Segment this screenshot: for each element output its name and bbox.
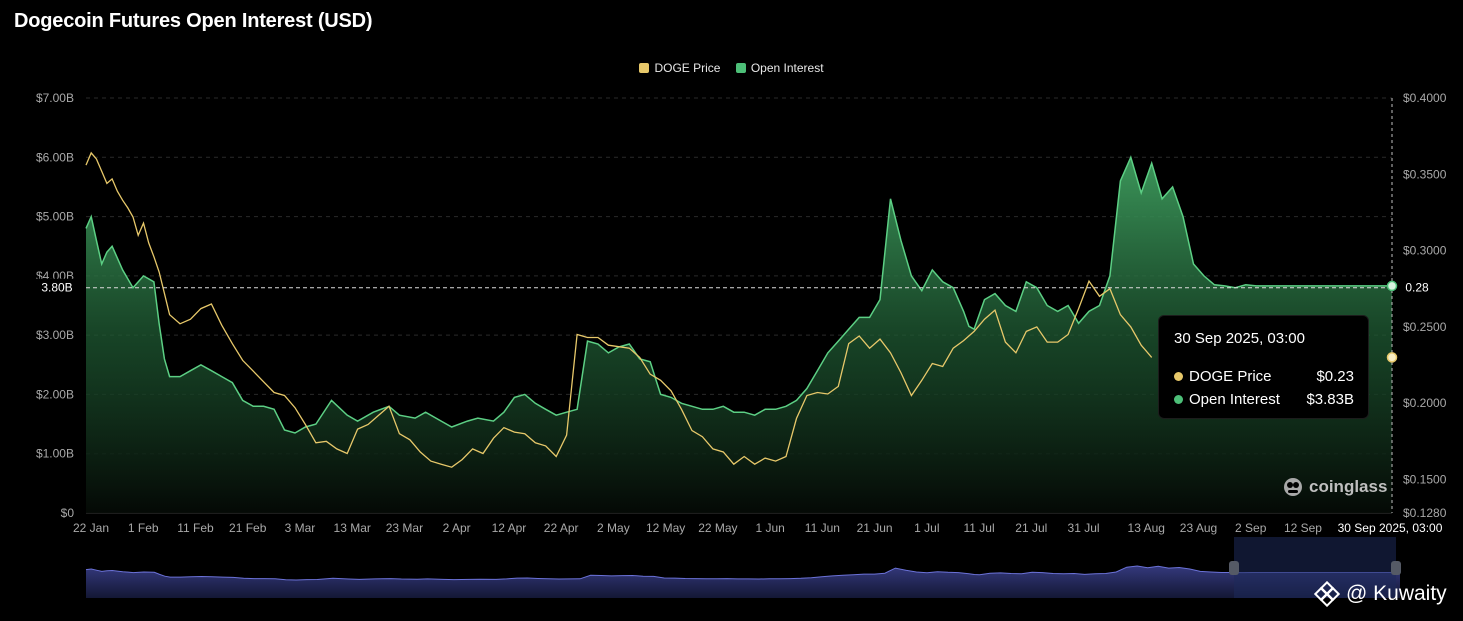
x-tick-label: 11 Feb (177, 521, 214, 535)
x-tick-label: 31 Jul (1068, 521, 1100, 535)
crosshair-left-label-bg (30, 278, 76, 297)
y-left-tick-label: $1.00B (36, 447, 74, 461)
open-interest-line (85, 155, 1392, 434)
x-tick-label: 1 Jul (914, 521, 939, 535)
coinglass-brand: coinglass (1281, 475, 1387, 499)
crosshair-right-label: 0.28 (1405, 281, 1429, 295)
navigator-handle-right (1391, 561, 1401, 575)
x-tick-label: 22 Jan (73, 521, 109, 535)
legend-label-open-interest: Open Interest (750, 61, 824, 75)
x-tick-label: 23 Mar (386, 521, 423, 535)
y-right-tick-label: $0.1500 (1403, 472, 1447, 486)
crosshair-right-label-bg (1398, 278, 1432, 297)
y-left-tick-label: $0 (61, 506, 75, 520)
y-right-tick-label: $0.3500 (1403, 167, 1447, 181)
tooltip-value-open-interest: $3.83B (1306, 391, 1354, 408)
x-tick-label: 21 Jul (1015, 521, 1047, 535)
range-navigator[interactable] (85, 537, 1401, 598)
open-interest-marker (1386, 280, 1398, 292)
navigator-selection (1234, 537, 1396, 598)
x-tick-label: 13 Aug (1128, 521, 1165, 535)
x-tick-label: 12 Sep (1284, 521, 1322, 535)
y-left-tick-label: $3.00B (36, 328, 74, 342)
crosshair: 3.80B 0.28 30 Sep 2025, 03:00 (30, 98, 1446, 537)
doge-price-line (85, 151, 1153, 468)
data-tooltip: 30 Sep 2025, 03:00 DOGE Price $0.23 Open… (1158, 315, 1369, 419)
y-left-tick-label: $7.00B (36, 91, 74, 105)
tooltip-title: 30 Sep 2025, 03:00 (1174, 330, 1305, 347)
tooltip-row-doge-price: DOGE Price $0.23 (1174, 365, 1354, 388)
coinglass-text: coinglass (1309, 477, 1388, 496)
x-tick-label: 12 May (646, 521, 685, 535)
y-right-tick-label: $0.1280 (1403, 506, 1447, 520)
tooltip-dot-doge-price (1174, 372, 1183, 381)
x-tick-label: 21 Jun (857, 521, 893, 535)
y-right-tick-label: $0.3000 (1403, 244, 1447, 258)
tooltip-label-open-interest: Open Interest (1189, 391, 1280, 408)
x-tick-label: 1 Jun (755, 521, 784, 535)
navigator-handle-left (1229, 561, 1239, 575)
y-left-tick-label: $6.00B (36, 150, 74, 164)
x-tick-label: 22 Apr (544, 521, 579, 535)
y-right-tick-label: $0.2000 (1403, 396, 1447, 410)
open-interest-area (86, 157, 1392, 514)
doge-price-marker (1386, 352, 1398, 363)
x-tick-label: 3 Mar (285, 521, 316, 535)
x-tick-label: 1 Feb (128, 521, 159, 535)
watermark-text: @ Kuwaity (1346, 582, 1447, 605)
x-tick-label: 22 May (698, 521, 737, 535)
legend-label-doge-price: DOGE Price (654, 61, 721, 75)
x-tick-label: 23 Aug (1180, 521, 1217, 535)
tooltip-label-doge-price: DOGE Price (1189, 368, 1272, 385)
legend-item-doge-price[interactable]: DOGE Price (639, 61, 720, 75)
axes: $0$1.00B$2.00B$3.00B$4.00B$5.00B$6.00B$7… (36, 91, 1447, 535)
navigator-line (85, 565, 1400, 581)
legend-item-open-interest[interactable]: Open Interest (735, 61, 824, 75)
crosshair-left-label: 3.80B (41, 281, 72, 295)
tooltip-value-doge-price: $0.23 (1316, 368, 1354, 385)
y-right-tick-label: $0.4000 (1403, 91, 1447, 105)
x-highlight-label: 30 Sep 2025, 03:00 (1338, 521, 1443, 535)
x-tick-label: 11 Jul (964, 521, 995, 535)
x-tick-label: 13 Mar (334, 521, 371, 535)
chart-legend: DOGE Price Open Interest (0, 61, 1463, 76)
x-tick-label: 2 Apr (443, 521, 471, 535)
x-highlight-label-bg (1334, 519, 1446, 537)
y-left-tick-label: $2.00B (36, 387, 74, 401)
x-tick-label: 11 Jun (805, 521, 840, 535)
x-tick-label: 12 Apr (492, 521, 527, 535)
doge-price-series (85, 151, 1153, 468)
x-tick-label: 21 Feb (229, 521, 267, 535)
x-tick-label: 2 Sep (1235, 521, 1267, 535)
y-left-tick-label: $5.00B (36, 210, 74, 224)
binance-logo-icon (1314, 581, 1340, 607)
x-tick-label: 2 May (597, 521, 630, 535)
y-right-tick-label: $0.2500 (1403, 320, 1447, 334)
chart-title: Dogecoin Futures Open Interest (USD) (14, 10, 373, 32)
watermark: @ Kuwaity (1314, 581, 1447, 607)
tooltip-row-open-interest: Open Interest $3.83B (1174, 388, 1354, 411)
coinglass-logo-icon (1284, 478, 1302, 496)
legend-swatch-open-interest (735, 63, 746, 73)
tooltip-dot-open-interest (1174, 395, 1183, 404)
open-interest-series (85, 155, 1392, 514)
legend-swatch-doge-price (639, 63, 650, 73)
